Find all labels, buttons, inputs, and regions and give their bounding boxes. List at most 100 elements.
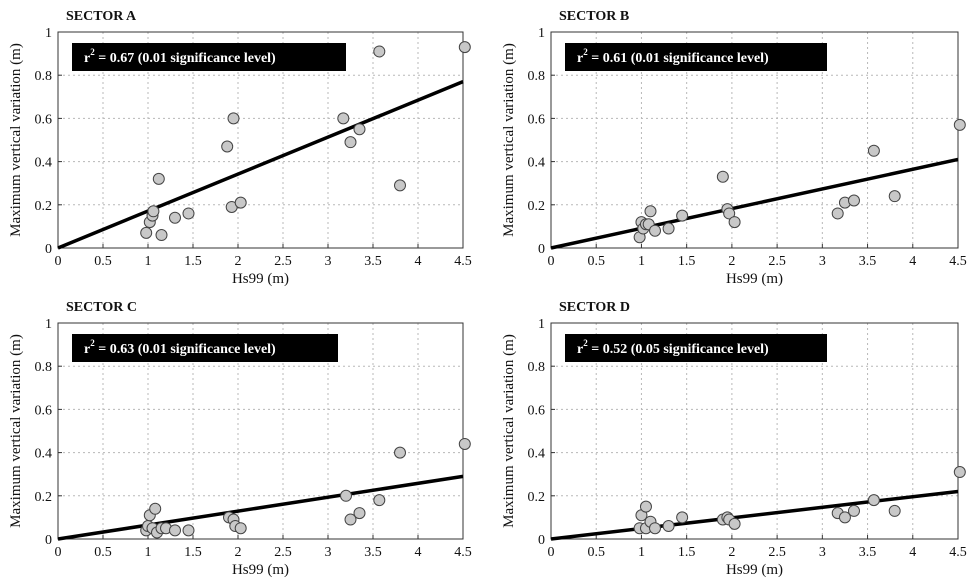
- y-tick-label: 1: [45, 26, 52, 41]
- annotation-value: = 0.67 (0.01 significance level): [95, 51, 276, 66]
- annotation-superscript: 2: [90, 47, 95, 57]
- data-point: [953, 118, 966, 131]
- data-point: [340, 489, 352, 502]
- annotation-text: r2 = 0.67 (0.01 significance level): [84, 47, 276, 66]
- x-tick-label: 4.5: [949, 254, 967, 269]
- annotation-value: = 0.63 (0.01 significance level): [95, 342, 276, 357]
- data-point: [394, 446, 406, 459]
- y-tick-label: 0.2: [528, 490, 546, 505]
- y-axis-title: Maximum vertical variation (m): [501, 334, 517, 528]
- y-tick-label: 0.6: [35, 403, 53, 418]
- data-point: [394, 179, 406, 192]
- data-point: [344, 136, 357, 149]
- x-tick-label: 4: [415, 254, 422, 269]
- y-tick-label: 0.2: [528, 199, 546, 214]
- chart-panel-d: 0 0.5 1 1.5 2 2.5 3 3.5 4 4.5 0 0.2 0.4 0.6 0.8 1 Hs99 (…: [501, 300, 967, 578]
- y-tick-label: 0.8: [35, 69, 53, 84]
- data-point: [152, 172, 165, 185]
- data-point: [182, 524, 195, 537]
- y-axis-title: Maximum vertical variation (m): [8, 334, 24, 528]
- annotation-box: [72, 43, 346, 71]
- x-tick-label: 2: [728, 254, 735, 269]
- data-point: [344, 513, 357, 526]
- annotation-text: r2 = 0.63 (0.01 significance level): [84, 338, 276, 357]
- y-axis-title: Maximum vertical variation (m): [501, 43, 517, 237]
- x-tick-label: 2.5: [768, 254, 786, 269]
- panel-title: SECTOR B: [559, 9, 629, 24]
- data-point: [649, 522, 662, 535]
- x-axis-title: Hs99 (m): [232, 562, 289, 578]
- x-tick-label: 0.5: [94, 254, 112, 269]
- x-tick-label: 1: [638, 545, 645, 560]
- data-point: [728, 517, 741, 530]
- y-tick-label: 0: [538, 533, 545, 548]
- x-tick-label: 3.5: [364, 545, 382, 560]
- y-tick-label: 0.8: [528, 360, 546, 375]
- x-tick-label: 2: [235, 545, 242, 560]
- regression-line: [550, 489, 959, 541]
- data-point: [337, 112, 350, 125]
- x-tick-label: 3.5: [859, 545, 877, 560]
- x-tick-label: 4: [909, 545, 916, 560]
- x-tick-label: 3.5: [859, 254, 877, 269]
- data-point: [149, 502, 162, 515]
- panel-title: SECTOR D: [559, 300, 630, 315]
- x-axis-title: Hs99 (m): [726, 271, 783, 287]
- x-tick-label: 4.5: [949, 545, 967, 560]
- x-tick-label: 0.5: [94, 545, 112, 560]
- annotation-box: [565, 43, 827, 71]
- x-tick-label: 2.5: [768, 545, 786, 560]
- data-point: [888, 190, 901, 203]
- annotation-r: r: [577, 51, 583, 66]
- data-point: [676, 209, 689, 222]
- x-axis-title: Hs99 (m): [726, 562, 783, 578]
- y-tick-label: 0.8: [35, 360, 53, 375]
- x-tick-label: 1.5: [678, 545, 696, 560]
- x-tick-label: 0: [55, 254, 62, 269]
- data-point: [373, 45, 386, 58]
- data-point: [234, 196, 247, 209]
- r-squared-annotation: r2 = 0.67 (0.01 significance level): [72, 43, 346, 71]
- data-point: [169, 211, 181, 224]
- data-point: [847, 194, 860, 207]
- x-tick-label: 0.5: [587, 254, 605, 269]
- data-point: [831, 207, 844, 220]
- x-tick-label: 3: [325, 545, 332, 560]
- plot-frame: [550, 31, 959, 249]
- panel-title: SECTOR A: [66, 9, 137, 24]
- x-tick-label: 0: [55, 545, 62, 560]
- y-tick-label: 0.2: [35, 199, 53, 214]
- x-tick-label: 1: [638, 254, 645, 269]
- regression-line: [57, 474, 464, 541]
- data-point: [649, 224, 662, 237]
- x-tick-label: 3: [819, 545, 826, 560]
- x-tick-label: 2.5: [274, 545, 292, 560]
- plot-frame: [57, 322, 464, 540]
- x-tick-label: 3: [819, 254, 826, 269]
- annotation-superscript: 2: [583, 338, 588, 348]
- r-squared-annotation: r2 = 0.61 (0.01 significance level): [565, 43, 827, 71]
- y-tick-label: 0: [45, 533, 52, 548]
- panel-title: SECTOR C: [66, 300, 137, 315]
- r-squared-annotation: r2 = 0.52 (0.05 significance level): [565, 334, 827, 362]
- data-point: [662, 222, 675, 235]
- y-tick-label: 0.4: [35, 447, 53, 462]
- x-tick-label: 4: [909, 254, 916, 269]
- data-point: [227, 112, 240, 125]
- data-point: [182, 207, 195, 220]
- y-tick-label: 1: [45, 317, 52, 332]
- x-tick-label: 1.5: [184, 254, 202, 269]
- data-point: [867, 144, 880, 157]
- r-squared-annotation: r2 = 0.63 (0.01 significance level): [72, 334, 338, 362]
- data-point: [373, 494, 386, 507]
- data-point: [458, 437, 471, 450]
- data-point: [716, 170, 729, 183]
- chart-panel-a: 0 0.5 1 1.5 2 2.5 3 3.5 4 4.5 0 0.2 0.4 0.6 0.8 1 Hs99 (…: [8, 9, 472, 287]
- y-tick-label: 0.4: [528, 447, 546, 462]
- x-tick-label: 1: [145, 545, 152, 560]
- x-axis-title: Hs99 (m): [232, 271, 289, 287]
- y-tick-label: 0: [538, 242, 545, 257]
- x-tick-label: 3: [325, 254, 332, 269]
- data-point: [867, 494, 880, 507]
